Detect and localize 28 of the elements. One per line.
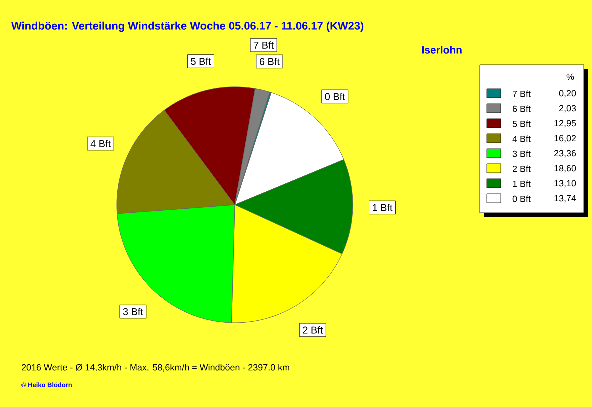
data-label: 12,95 bbox=[554, 120, 576, 128]
legend-label: 5 Bft bbox=[512, 120, 531, 128]
data-label: 18,60 bbox=[554, 165, 576, 173]
legend-title: % bbox=[566, 74, 574, 80]
legend-label: 4 Bft bbox=[512, 136, 531, 142]
data-label: 16,02 bbox=[554, 135, 576, 143]
data-label: 2,03 bbox=[559, 105, 576, 113]
data-label: 13,10 bbox=[554, 180, 576, 188]
chart-title: Windböen: Verteilung Windstärke Woche 05.06.17 - 11.06.17 (KW23) bbox=[12, 22, 364, 32]
slice-label: 3 Bft bbox=[123, 308, 144, 316]
legend-label: 6 Bft bbox=[512, 106, 531, 112]
text: 2016 Werte - Ø 14,3km/h - Max. 58,6km/h = Windböen - 2397.0 km bbox=[22, 364, 290, 372]
legend-label: 0 Bft bbox=[512, 196, 531, 202]
chart-subtitle: Iserlohn bbox=[422, 46, 462, 54]
data-label: 23,36 bbox=[554, 150, 576, 158]
legend-label: 1 Bft bbox=[513, 180, 531, 188]
slice-label: 2 Bft bbox=[303, 326, 324, 334]
slice-label: 6 Bft bbox=[260, 58, 280, 66]
legend-label: 2 Bft bbox=[512, 166, 531, 172]
slice-label: 4 Bft bbox=[90, 140, 111, 148]
slice-label: 5 Bft bbox=[191, 58, 212, 66]
slice-label: 1 Bft bbox=[373, 204, 393, 212]
category-label: 7 Bft bbox=[254, 42, 274, 49]
data-label: 0,20 bbox=[559, 90, 576, 98]
legend-label: 3 Bft bbox=[512, 150, 531, 158]
legend-label: 7 Bft bbox=[512, 90, 531, 98]
slice-label: 0 Bft bbox=[325, 93, 346, 100]
data-label: 13,74 bbox=[554, 195, 576, 203]
